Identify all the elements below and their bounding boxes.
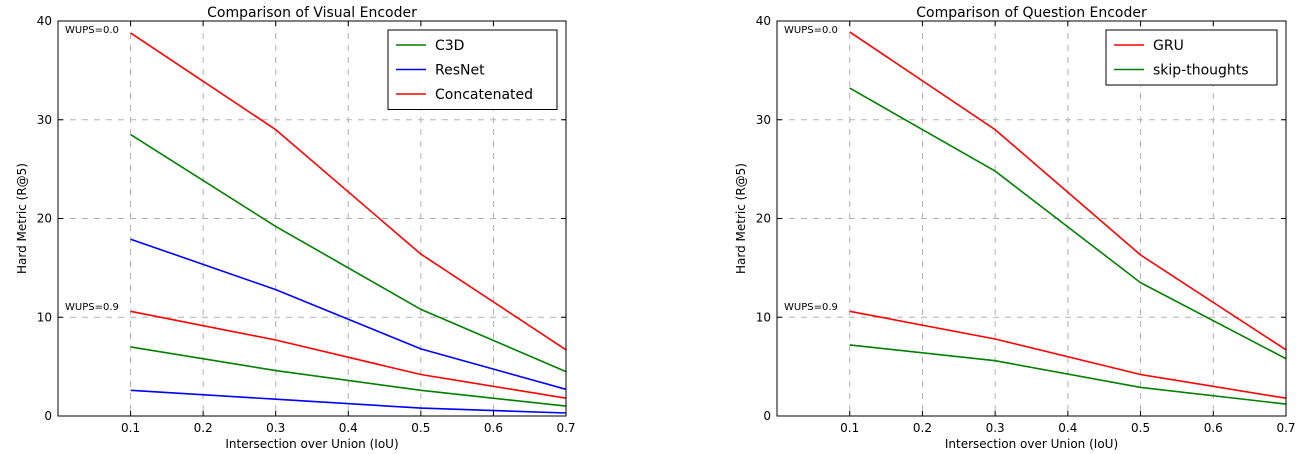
x-tick-label: 0.2 xyxy=(913,421,932,435)
legend-label: C3D xyxy=(435,38,464,54)
y-axis-label: Hard Metric (R@5) xyxy=(15,163,29,274)
x-tick-label: 0.1 xyxy=(121,421,140,435)
series-line-4 xyxy=(130,346,567,407)
x-tick-label: 0.4 xyxy=(1058,421,1077,435)
x-tick-label: 0.4 xyxy=(339,421,358,435)
series-line-1 xyxy=(849,87,1287,360)
chart-title: Comparison of Visual Encoder xyxy=(207,5,417,21)
series-line-5 xyxy=(130,389,567,414)
x-tick-label: 0.3 xyxy=(986,421,1005,435)
y-tick-label: 0 xyxy=(44,409,52,423)
series-line-3 xyxy=(849,344,1287,405)
y-tick-label: 20 xyxy=(756,212,771,226)
x-tick-label: 0.6 xyxy=(1204,421,1223,435)
y-tick-label: 40 xyxy=(37,14,52,28)
x-axis-label: Intersection over Union (IoU) xyxy=(945,437,1118,451)
y-axis-label: Hard Metric (R@5) xyxy=(734,163,748,274)
y-tick-label: 20 xyxy=(37,212,52,226)
y-tick-label: 40 xyxy=(756,14,771,28)
x-tick-label: 0.1 xyxy=(840,421,859,435)
x-tick-label: 0.7 xyxy=(1276,421,1295,435)
x-tick-label: 0.5 xyxy=(411,421,430,435)
annotation-label: WUPS=0.0 xyxy=(65,25,119,36)
chart-title: Comparison of Question Encoder xyxy=(916,5,1147,21)
question-encoder-chart: 0.1 0.2 0.3 0.4 0.5 0.6 0.7 0 10 20 30 40 Comparison… xyxy=(734,5,1296,451)
x-axis-label: Intersection over Union (IoU) xyxy=(225,437,398,451)
visual-encoder-chart: 0.1 0.2 0.3 0.4 0.5 0.6 0.7 0 10 20 30 40 Comparison… xyxy=(15,5,576,451)
y-tick-label: 30 xyxy=(756,113,771,127)
legend-label: skip-thoughts xyxy=(1153,63,1249,79)
legend-label: Concatenated xyxy=(435,87,533,103)
x-tick-label: 0.5 xyxy=(1131,421,1150,435)
legend-label: GRU xyxy=(1153,38,1184,54)
x-tick-label: 0.7 xyxy=(556,421,575,435)
series-line-1 xyxy=(130,133,567,373)
y-tick-label: 30 xyxy=(37,113,52,127)
legend-box xyxy=(1105,29,1278,86)
series-line-0 xyxy=(849,31,1287,351)
y-tick-label: 10 xyxy=(756,310,771,324)
series-line-0 xyxy=(130,32,567,351)
y-tick-label: 10 xyxy=(37,310,52,324)
annotation-label: WUPS=0.9 xyxy=(784,302,838,313)
annotation-label: WUPS=0.9 xyxy=(65,302,119,313)
x-tick-label: 0.6 xyxy=(484,421,503,435)
annotation-label: WUPS=0.0 xyxy=(784,25,838,36)
x-tick-label: 0.3 xyxy=(266,421,285,435)
x-tick-label: 0.2 xyxy=(194,421,213,435)
series-line-3 xyxy=(130,310,567,399)
series-line-2 xyxy=(849,310,1287,399)
y-tick-label: 0 xyxy=(763,409,771,423)
series-line-2 xyxy=(130,238,567,391)
legend-label: ResNet xyxy=(435,63,485,79)
